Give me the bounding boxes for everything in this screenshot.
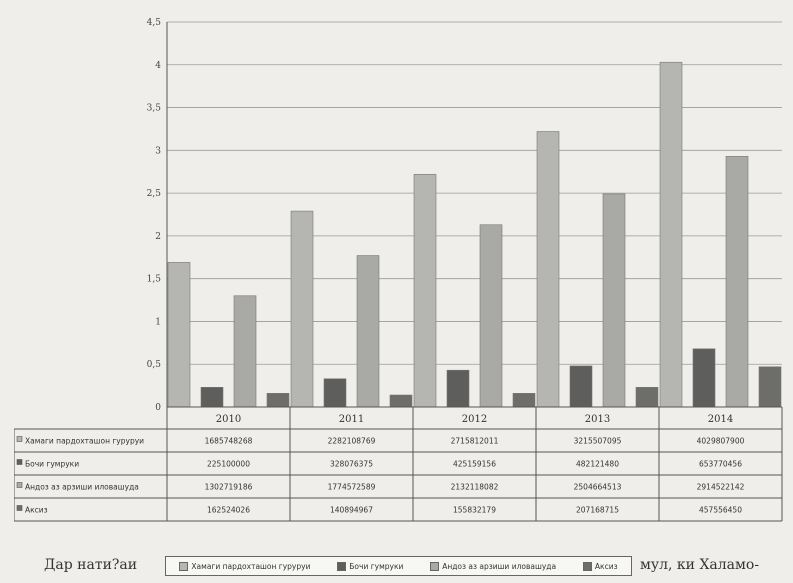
- row-swatch: [16, 505, 23, 511]
- y-tick-label: 3,5: [147, 104, 162, 114]
- table-cell: 425159156: [453, 460, 496, 469]
- table-cell: 653770456: [699, 460, 742, 469]
- legend-label: Бочи гумруки: [349, 561, 404, 571]
- bar: [167, 262, 191, 408]
- bar: [389, 394, 413, 408]
- table-cell: 2504664513: [574, 483, 622, 492]
- bar: [512, 393, 536, 408]
- legend-swatch: [179, 561, 189, 571]
- table-cell: 2282108769: [328, 437, 376, 446]
- table-cell: 2914522142: [697, 483, 745, 492]
- table-cell: 162524026: [207, 506, 250, 515]
- table-cell: 155832179: [453, 506, 496, 515]
- y-tick-label: 1: [155, 317, 161, 327]
- table-cell: 3215507095: [574, 437, 622, 446]
- y-tick-label: 2,5: [147, 189, 162, 199]
- legend-swatch: [430, 561, 440, 571]
- table-cell: 1774572589: [328, 483, 376, 492]
- y-tick-label: 2: [155, 232, 161, 242]
- bar-chart: 0 0,5 1 1,5 2 2,5 3 3,5 4 4,5 2010 2011 2012 2013 2014…: [14, 18, 783, 522]
- category-label: 2014: [708, 414, 733, 425]
- table-cell: 2715812011: [451, 437, 499, 446]
- bar: [290, 210, 314, 408]
- table-cell: 457556450: [699, 506, 742, 515]
- chart-legend: Хамаги пардохташон гуруруи Бочи гумруки Ан…: [165, 556, 632, 576]
- table-cell: 2132118082: [451, 483, 499, 492]
- row-swatch: [16, 459, 23, 465]
- table-row-label: Аксиз: [25, 506, 48, 515]
- bar: [692, 348, 716, 408]
- table-cell: 1302719186: [205, 483, 253, 492]
- bar: [266, 393, 290, 408]
- bar: [356, 255, 380, 408]
- category-label: 2011: [339, 414, 364, 425]
- bar: [413, 173, 437, 408]
- category-label: 2012: [462, 414, 487, 425]
- y-tick-label: 0: [155, 403, 161, 413]
- bar: [323, 378, 347, 408]
- y-tick-label: 0,5: [147, 360, 162, 370]
- bar: [479, 224, 503, 408]
- table-cell: 207168715: [576, 506, 619, 515]
- legend-item: Бочи гумруки: [337, 561, 404, 571]
- bar: [602, 193, 626, 408]
- y-tick-label: 1,5: [147, 275, 162, 285]
- table-cell: 482121480: [576, 460, 619, 469]
- caption-left: Дар нати?аи: [44, 557, 138, 573]
- bar: [725, 156, 749, 408]
- legend-item: Аксиз: [582, 561, 618, 571]
- table-row-label: Бочи гумруки: [25, 460, 79, 469]
- y-tick-label: 4,5: [147, 18, 162, 28]
- bar: [536, 131, 560, 408]
- y-tick-label: 3: [155, 146, 161, 156]
- category-label: 2010: [216, 414, 241, 425]
- legend-label: Андоз аз арзиши иловашуда: [442, 561, 557, 571]
- chart-area: 0 0,5 1 1,5 2 2,5 3 3,5 4 4,5 2010 2011 2012 2013 2014…: [14, 10, 790, 550]
- legend-label: Хамаги пардохташон гуруруи: [191, 561, 311, 571]
- legend-item: Андоз аз арзиши иловашуда: [430, 561, 557, 571]
- table-cell: 4029807900: [697, 437, 745, 446]
- legend-item: Хамаги пардохташон гуруруи: [179, 561, 311, 571]
- table-cell: 1685748268: [205, 437, 253, 446]
- row-swatch: [16, 482, 23, 488]
- legend-swatch: [582, 561, 592, 571]
- legend-swatch: [337, 561, 347, 571]
- table-cell: 140894967: [330, 506, 373, 515]
- bar: [200, 387, 224, 408]
- bar: [233, 295, 257, 408]
- bar: [446, 369, 470, 408]
- caption-right: мул, ки Халамо-: [640, 557, 760, 573]
- table-row-label: Андоз аз арзиши иловашуда: [25, 483, 139, 492]
- y-tick-label: 4: [155, 61, 161, 71]
- table-cell: 225100000: [207, 460, 250, 469]
- bar: [758, 366, 782, 408]
- legend-label: Аксиз: [594, 561, 618, 571]
- table-cell: 328076375: [330, 460, 373, 469]
- bar: [635, 387, 659, 408]
- bar: [659, 61, 683, 408]
- row-swatch: [16, 436, 23, 442]
- table-row-label: Хамаги пардохташон гуруруи: [25, 437, 144, 446]
- category-label: 2013: [585, 414, 610, 425]
- bar: [569, 365, 593, 408]
